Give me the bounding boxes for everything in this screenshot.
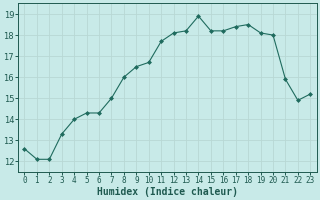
X-axis label: Humidex (Indice chaleur): Humidex (Indice chaleur) <box>97 186 238 197</box>
